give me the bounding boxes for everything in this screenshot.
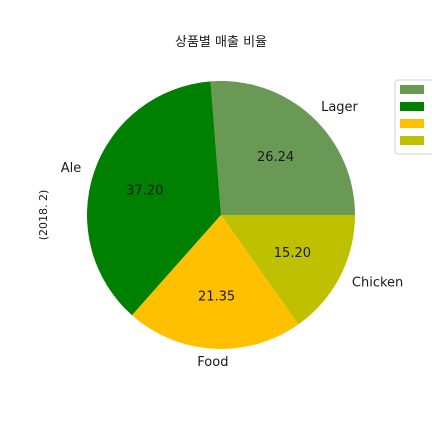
slice-value-food: 21.35 — [198, 289, 235, 304]
value-labels: 26.24 37.20 21.35 15.20 — [126, 150, 311, 304]
slice-label-ale: Ale — [61, 161, 82, 176]
legend-swatch-chicken — [400, 136, 424, 145]
category-labels: Lager Ale Food Chicken — [61, 100, 404, 370]
legend-frame — [394, 79, 432, 155]
y-axis-label: (2018. 2) — [37, 190, 50, 241]
legend-swatch-ale — [400, 102, 424, 111]
legend-swatch-food — [400, 119, 424, 128]
pie-slice-lager — [210, 81, 355, 215]
slice-value-ale: 37.20 — [126, 183, 163, 198]
pie-slice-ale — [86, 81, 221, 316]
pie-slice-chicken — [221, 215, 355, 325]
legend-items — [400, 85, 424, 145]
slice-label-food: Food — [197, 355, 228, 370]
chart-title: 상품별 매출 비율 — [175, 35, 267, 50]
legend — [394, 79, 432, 155]
legend-swatch-lager — [400, 85, 424, 94]
slice-label-lager: Lager — [321, 100, 358, 115]
pie-slices — [86, 81, 355, 349]
slice-value-chicken: 15.20 — [274, 246, 311, 261]
slice-label-chicken: Chicken — [352, 276, 403, 291]
pie-slice-food — [132, 215, 299, 349]
slice-value-lager: 26.24 — [257, 150, 294, 165]
